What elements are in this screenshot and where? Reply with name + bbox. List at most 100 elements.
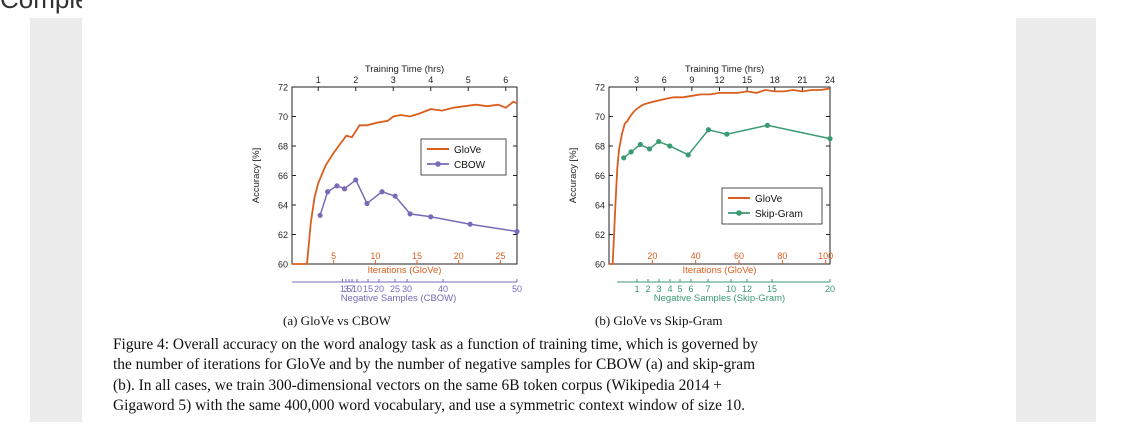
top-tick-label: 9: [689, 75, 694, 85]
legend-box: [420, 138, 507, 176]
skipgram-point: [685, 152, 691, 158]
neg-sample-tick-label: 10: [352, 284, 362, 294]
y-tick-label: 68: [278, 142, 288, 152]
cbow-point: [317, 212, 323, 218]
neg-sample-tick-label: 20: [374, 284, 384, 294]
top-tick-label: 4: [428, 75, 433, 85]
iteration-tick-label: 10: [370, 251, 380, 261]
legend-other-marker: [435, 161, 441, 167]
top-tick-label: 1: [316, 75, 321, 85]
skipgram-point: [705, 127, 712, 133]
skipgram-point: [628, 149, 634, 155]
skipgram-point: [724, 131, 730, 137]
iteration-tick-label: 100: [818, 251, 833, 261]
top-axis-label: Training Time (hrs): [365, 64, 444, 75]
cbow-point: [334, 183, 340, 189]
iteration-tick-label: 25: [495, 251, 505, 261]
cbow-point: [467, 221, 473, 227]
glove-series-line: [609, 87, 831, 265]
skipgram-point: [656, 138, 662, 145]
y-tick-label: 68: [595, 142, 605, 152]
skipgram-series-line: [623, 124, 831, 159]
y-tick-label: 72: [278, 83, 288, 93]
skipgram-point: [764, 122, 770, 128]
neg-sample-tick-label: 7: [349, 284, 354, 294]
y-tick-label: 64: [595, 201, 605, 211]
top-tick-label: 5: [466, 75, 471, 85]
iteration-axis-label: Iterations (GloVe): [368, 265, 442, 276]
neg-sample-tick-label: 5: [677, 284, 682, 294]
neg-sample-tick-label: 40: [438, 284, 448, 294]
neg-sample-tick-label: 1: [634, 284, 639, 294]
neg-sample-tick-label: 30: [402, 284, 412, 294]
top-tick-label: 24: [825, 75, 835, 85]
y-tick-label: 64: [278, 201, 288, 211]
neg-sample-tick-label: 20: [825, 284, 835, 294]
top-tick-label: 3: [391, 75, 396, 85]
top-tick-label: 3: [634, 75, 639, 85]
y-tick-label: 60: [595, 260, 605, 270]
top-axis-label: Training Time (hrs): [685, 64, 764, 75]
iteration-tick-label: 20: [647, 251, 657, 261]
skipgram-point: [667, 143, 673, 149]
iteration-axis-label: Iterations (GloVe): [683, 265, 757, 276]
neg-sample-tick-label: 3: [656, 284, 661, 294]
iteration-tick-label: 15: [412, 251, 422, 261]
legend-other-label: Skip-Gram: [755, 209, 803, 220]
neg-sample-tick-label: 10: [726, 284, 736, 294]
top-tick-label: 15: [742, 75, 752, 85]
y-tick-label: 66: [278, 171, 288, 181]
cbow-series-line: [319, 178, 518, 233]
caption-line: Gigaword 5) with the same 400,000 word v…: [113, 397, 745, 415]
cbow-point: [364, 200, 370, 207]
left-margin-panel: [30, 18, 82, 422]
cbow-point: [379, 189, 385, 195]
y-tick-label: 70: [278, 112, 288, 122]
neg-sample-tick-label: 15: [363, 284, 373, 294]
glove-series-line: [292, 100, 518, 265]
y-tick-label: 62: [278, 230, 288, 240]
y-tick-label: 70: [595, 112, 605, 122]
iteration-tick-label: 80: [777, 251, 787, 261]
neg-sample-tick-label: 1: [340, 284, 345, 294]
legend-other-label: CBOW: [454, 160, 486, 171]
top-tick-label: 2: [353, 75, 358, 85]
top-tick-label: 21: [797, 75, 807, 85]
neg-sample-tick-label: 12: [742, 284, 752, 294]
iteration-tick-label: 60: [734, 251, 744, 261]
top-tick-label: 6: [662, 75, 667, 85]
neg-samples-axis-label: Negative Samples (Skip-Gram): [654, 293, 785, 304]
skipgram-point: [646, 146, 653, 152]
cbow-point: [353, 177, 359, 183]
neg-sample-tick-label: 15: [767, 284, 777, 294]
neg-sample-tick-label: 25: [390, 284, 400, 294]
caption-line: (b). In all cases, we train 300-dimensio…: [113, 376, 722, 394]
neg-sample-tick-label: 6: [688, 284, 693, 294]
plot-frame: [291, 86, 518, 265]
iteration-tick-label: 5: [331, 251, 336, 261]
subcaption-b: (b) GloVe vs Skip-Gram: [595, 313, 723, 328]
neg-sample-tick-label: 4: [667, 284, 672, 294]
right-margin-panel: [1016, 18, 1096, 422]
cbow-point: [341, 186, 348, 192]
top-tick-label: 18: [770, 75, 780, 85]
caption-line: the number of iterations for GloVe and b…: [113, 356, 756, 374]
cbow-point: [407, 211, 413, 217]
iteration-tick-label: 20: [454, 251, 464, 261]
neg-sample-tick-label: 5: [346, 284, 351, 294]
figure-caption: Figure 4: Overall accuracy on the word a…: [113, 335, 913, 417]
y-axis-label: Accuracy [%]: [251, 148, 262, 203]
y-tick-label: 72: [595, 83, 605, 93]
y-tick-label: 60: [278, 260, 288, 270]
legend-other-marker: [736, 210, 742, 216]
top-tick-label: 6: [503, 75, 508, 85]
cbow-point: [392, 193, 398, 199]
y-tick-label: 66: [595, 171, 605, 181]
skipgram-point: [827, 136, 833, 142]
legend-glove-label: GloVe: [454, 145, 482, 156]
neg-sample-tick-label: 3: [343, 284, 348, 294]
iteration-tick-label: 40: [691, 251, 701, 261]
skipgram-point: [637, 141, 643, 148]
neg-sample-tick-label: 50: [512, 284, 522, 294]
